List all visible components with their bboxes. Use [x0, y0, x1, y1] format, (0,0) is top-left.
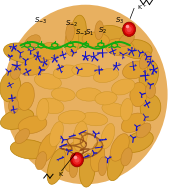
Text: K$^+$: K$^+$	[137, 3, 147, 12]
Ellipse shape	[66, 23, 74, 42]
Ellipse shape	[121, 113, 146, 133]
Text: S$_{-3}$: S$_{-3}$	[34, 15, 48, 26]
Ellipse shape	[80, 112, 108, 126]
Ellipse shape	[19, 57, 49, 75]
Ellipse shape	[18, 116, 47, 134]
Ellipse shape	[64, 142, 79, 172]
Ellipse shape	[121, 40, 152, 59]
Ellipse shape	[71, 15, 87, 49]
Ellipse shape	[139, 52, 152, 69]
Ellipse shape	[10, 140, 48, 159]
Ellipse shape	[17, 82, 34, 110]
Circle shape	[72, 155, 82, 165]
Ellipse shape	[1, 109, 34, 129]
Ellipse shape	[110, 134, 129, 161]
Ellipse shape	[39, 98, 64, 114]
Text: K: K	[58, 172, 62, 177]
Ellipse shape	[9, 98, 19, 113]
Ellipse shape	[72, 63, 99, 77]
Ellipse shape	[38, 133, 58, 162]
Ellipse shape	[93, 69, 119, 83]
Ellipse shape	[51, 88, 75, 101]
Ellipse shape	[53, 65, 77, 79]
Ellipse shape	[107, 148, 125, 181]
Circle shape	[70, 153, 83, 167]
Ellipse shape	[10, 64, 21, 79]
Ellipse shape	[102, 103, 127, 117]
Ellipse shape	[65, 27, 79, 56]
Ellipse shape	[145, 83, 156, 98]
Ellipse shape	[140, 94, 161, 121]
Ellipse shape	[136, 123, 151, 138]
Ellipse shape	[35, 152, 47, 170]
Ellipse shape	[139, 61, 159, 91]
Ellipse shape	[37, 98, 49, 121]
Ellipse shape	[25, 35, 40, 48]
Ellipse shape	[73, 121, 88, 151]
Circle shape	[127, 26, 132, 32]
Text: S$_{-2}$: S$_{-2}$	[65, 19, 78, 29]
Ellipse shape	[37, 43, 62, 60]
Ellipse shape	[3, 5, 168, 184]
Ellipse shape	[58, 110, 86, 124]
Ellipse shape	[47, 148, 66, 184]
Text: S$_3$: S$_3$	[115, 15, 124, 26]
Ellipse shape	[79, 153, 95, 187]
Ellipse shape	[90, 142, 105, 172]
Ellipse shape	[34, 73, 61, 89]
Ellipse shape	[95, 92, 117, 105]
Ellipse shape	[95, 21, 103, 40]
Circle shape	[123, 22, 136, 36]
Ellipse shape	[49, 122, 63, 147]
Ellipse shape	[82, 32, 109, 47]
Circle shape	[74, 157, 80, 163]
Ellipse shape	[0, 72, 21, 102]
Ellipse shape	[76, 88, 102, 101]
Ellipse shape	[101, 123, 115, 149]
Ellipse shape	[105, 39, 134, 56]
Ellipse shape	[121, 148, 132, 166]
Text: S$_2$: S$_2$	[98, 26, 107, 36]
Ellipse shape	[69, 159, 78, 178]
Ellipse shape	[120, 98, 133, 121]
Text: S$_1$: S$_1$	[85, 28, 94, 38]
Circle shape	[124, 24, 134, 34]
Ellipse shape	[123, 61, 148, 79]
Ellipse shape	[130, 82, 147, 107]
Ellipse shape	[98, 157, 107, 176]
Ellipse shape	[15, 129, 30, 144]
Text: S$_{-1}$: S$_{-1}$	[75, 28, 88, 38]
Ellipse shape	[96, 25, 127, 43]
Ellipse shape	[119, 33, 134, 46]
Ellipse shape	[111, 79, 135, 95]
Ellipse shape	[4, 43, 41, 63]
Ellipse shape	[124, 131, 153, 152]
